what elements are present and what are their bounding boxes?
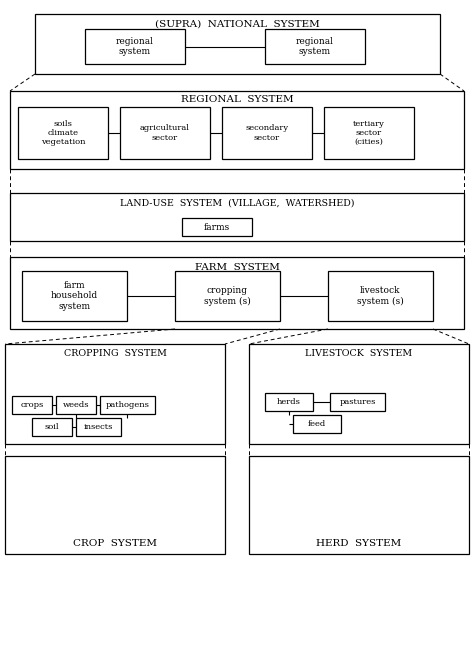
Text: farms: farms bbox=[204, 223, 230, 232]
Text: CROPPING  SYSTEM: CROPPING SYSTEM bbox=[64, 349, 166, 358]
FancyBboxPatch shape bbox=[56, 396, 96, 414]
Text: regional
system: regional system bbox=[116, 37, 154, 56]
FancyBboxPatch shape bbox=[120, 107, 210, 159]
FancyBboxPatch shape bbox=[182, 218, 252, 236]
Text: FARM  SYSTEM: FARM SYSTEM bbox=[194, 262, 280, 271]
Text: farm
household
system: farm household system bbox=[51, 281, 98, 311]
FancyBboxPatch shape bbox=[249, 344, 469, 444]
Text: tertiary
sector
(cities): tertiary sector (cities) bbox=[353, 120, 385, 146]
Text: herds: herds bbox=[277, 398, 301, 406]
FancyBboxPatch shape bbox=[35, 14, 440, 74]
Text: REGIONAL  SYSTEM: REGIONAL SYSTEM bbox=[181, 95, 293, 104]
Text: crops: crops bbox=[20, 401, 44, 409]
FancyBboxPatch shape bbox=[222, 107, 312, 159]
FancyBboxPatch shape bbox=[265, 29, 365, 64]
FancyBboxPatch shape bbox=[249, 456, 469, 554]
Text: HERD  SYSTEM: HERD SYSTEM bbox=[316, 539, 401, 548]
Text: insects: insects bbox=[84, 423, 113, 431]
FancyBboxPatch shape bbox=[12, 396, 52, 414]
FancyBboxPatch shape bbox=[324, 107, 414, 159]
Text: LAND-USE  SYSTEM  (VILLAGE,  WATERSHED): LAND-USE SYSTEM (VILLAGE, WATERSHED) bbox=[120, 199, 354, 208]
Text: agricultural
sector: agricultural sector bbox=[140, 125, 190, 141]
Text: weeds: weeds bbox=[63, 401, 89, 409]
FancyBboxPatch shape bbox=[76, 418, 121, 436]
FancyBboxPatch shape bbox=[100, 396, 155, 414]
Text: regional
system: regional system bbox=[296, 37, 334, 56]
Text: (SUPRA)  NATIONAL  SYSTEM: (SUPRA) NATIONAL SYSTEM bbox=[155, 19, 320, 29]
FancyBboxPatch shape bbox=[175, 271, 280, 321]
Text: pastures: pastures bbox=[339, 398, 376, 406]
FancyBboxPatch shape bbox=[293, 415, 341, 433]
Text: pathogens: pathogens bbox=[106, 401, 149, 409]
Text: CROP  SYSTEM: CROP SYSTEM bbox=[73, 539, 157, 548]
FancyBboxPatch shape bbox=[22, 271, 127, 321]
Text: livestock
system (s): livestock system (s) bbox=[357, 286, 404, 306]
Text: soil: soil bbox=[45, 423, 59, 431]
FancyBboxPatch shape bbox=[10, 91, 464, 169]
FancyBboxPatch shape bbox=[10, 257, 464, 329]
FancyBboxPatch shape bbox=[5, 344, 225, 444]
FancyBboxPatch shape bbox=[85, 29, 185, 64]
FancyBboxPatch shape bbox=[330, 393, 385, 411]
Text: secondary
sector: secondary sector bbox=[246, 125, 289, 141]
FancyBboxPatch shape bbox=[5, 456, 225, 554]
FancyBboxPatch shape bbox=[10, 193, 464, 241]
Text: LIVESTOCK  SYSTEM: LIVESTOCK SYSTEM bbox=[305, 349, 412, 358]
FancyBboxPatch shape bbox=[18, 107, 108, 159]
FancyBboxPatch shape bbox=[265, 393, 313, 411]
Text: cropping
system (s): cropping system (s) bbox=[204, 286, 251, 306]
FancyBboxPatch shape bbox=[328, 271, 433, 321]
Text: feed: feed bbox=[308, 420, 326, 428]
Text: soils
climate
vegetation: soils climate vegetation bbox=[41, 120, 85, 146]
FancyBboxPatch shape bbox=[32, 418, 72, 436]
